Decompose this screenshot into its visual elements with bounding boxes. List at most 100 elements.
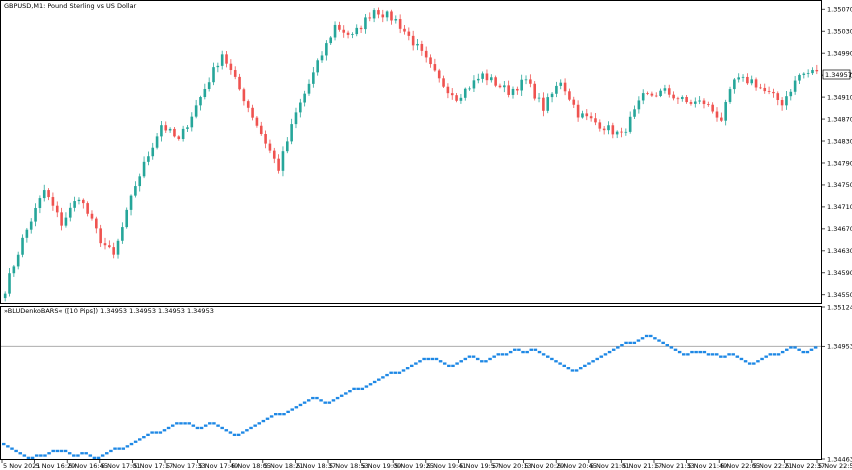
candle [394, 19, 398, 21]
candle [633, 109, 636, 117]
renko-brick [731, 353, 735, 356]
renko-brick [686, 353, 690, 356]
candle [563, 82, 567, 92]
renko-brick [216, 424, 220, 427]
candle [498, 85, 502, 88]
renko-brick [780, 350, 785, 354]
renko-brick [620, 344, 624, 347]
y-tick-label: 1.35030 [827, 28, 852, 36]
renko-brick [121, 447, 126, 450]
main-price-axis: 1.350701.350301.349901.349501.349101.348… [821, 6, 852, 299]
renko-brick [706, 353, 711, 356]
candle [190, 116, 194, 128]
candle [212, 67, 215, 83]
renko-brick [158, 431, 163, 434]
candle [181, 128, 185, 140]
renko-brick [261, 419, 266, 423]
renko-brick [306, 399, 311, 402]
renko-brick [179, 422, 183, 425]
renko-brick [125, 445, 130, 448]
candle [763, 87, 767, 92]
renko-brick [228, 431, 233, 434]
candle [320, 55, 324, 61]
candle [472, 80, 476, 89]
candle [637, 100, 641, 110]
candle [147, 156, 150, 162]
candle [455, 95, 458, 101]
candle [255, 117, 259, 126]
renko-brick [414, 362, 418, 365]
candle [750, 79, 754, 84]
renko-brick [714, 353, 719, 356]
x-tick-label: 5 Nov 19:57 [459, 462, 499, 470]
x-tick-label: 5 Nov 19:25 [394, 462, 434, 470]
renko-brick [813, 346, 818, 349]
candle [529, 79, 532, 84]
candle [86, 203, 89, 214]
candle [542, 97, 545, 111]
renko-brick [138, 438, 142, 441]
candle [806, 73, 810, 74]
renko-brick [80, 452, 84, 455]
candle [160, 125, 163, 137]
renko-brick [533, 348, 538, 351]
candle [815, 69, 819, 72]
candle [533, 83, 537, 99]
renko-brick [480, 360, 484, 363]
renko-brick [269, 415, 274, 418]
candle [667, 88, 671, 95]
candle [789, 91, 793, 97]
renko-brick [88, 454, 93, 457]
main-chart-title: GBPUSD,M1: Pound Sterling vs US Dollar [4, 2, 137, 10]
renko-brick [739, 357, 744, 361]
candle [767, 91, 771, 92]
candle [251, 107, 254, 118]
candle [663, 88, 667, 91]
renko-brick [14, 449, 18, 453]
candle [164, 125, 168, 131]
candle [728, 89, 732, 102]
current-price-label: 1.34957 [825, 71, 852, 79]
candle [659, 90, 662, 97]
x-tick-label: 5 Nov 18:37 [296, 462, 336, 470]
candle [672, 94, 675, 99]
candle [524, 79, 528, 81]
renko-brick [286, 410, 290, 414]
candle [702, 100, 706, 105]
renko-brick [570, 369, 575, 372]
candle [307, 83, 311, 94]
candle [259, 125, 263, 134]
candle [47, 190, 50, 198]
renko-brick [698, 350, 702, 354]
candle [446, 86, 450, 94]
renko-brick [294, 406, 299, 409]
candle [108, 245, 111, 248]
renko-brick [430, 357, 435, 361]
x-tick-label: 5 Nov 18:21 [264, 462, 304, 470]
candle [359, 27, 363, 30]
x-tick-label: 5 Nov 17:01 [101, 462, 141, 470]
x-tick-label: 5 Nov 18:05 [231, 462, 271, 470]
candle [16, 254, 20, 267]
renko-brick [187, 422, 191, 425]
renko-brick [199, 426, 204, 430]
candle [572, 99, 576, 105]
candle [628, 116, 632, 132]
candle [733, 79, 736, 90]
renko-brick [702, 350, 707, 354]
renko-brick [368, 383, 373, 386]
x-tick-label: 5 Nov 20:45 [557, 462, 597, 470]
candle [81, 199, 85, 204]
candle [381, 14, 385, 18]
candle [338, 24, 341, 30]
candle [811, 69, 814, 74]
renko-brick [208, 422, 212, 425]
renko-brick [690, 350, 694, 354]
candle [155, 136, 159, 148]
renko-brick [616, 346, 620, 349]
renko-brick [438, 360, 443, 363]
renko-brick [673, 348, 678, 351]
x-tick-label: 5 Nov 19:41 [427, 462, 467, 470]
renko-brick [133, 440, 138, 443]
